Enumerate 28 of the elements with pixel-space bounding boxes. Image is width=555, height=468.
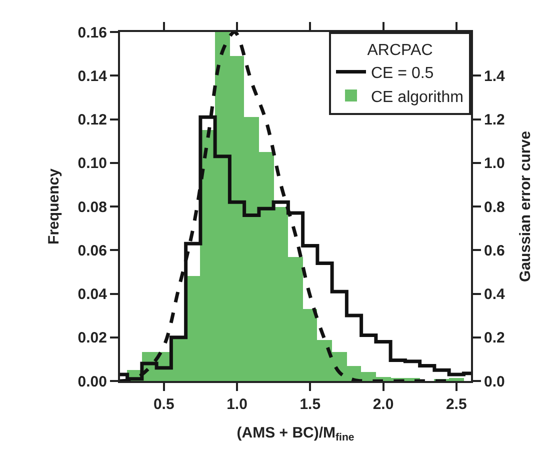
x-tick-label: 1.0: [226, 396, 248, 413]
y2-tick-label: 0.8: [484, 198, 505, 216]
y-tick-label: 0.14: [78, 68, 108, 85]
y-tick-label: 0.02: [78, 330, 107, 347]
y-tick-label: 0.12: [78, 112, 107, 128]
y2-tick-label: 0.2: [484, 330, 505, 347]
y-tick-label: 0.04: [78, 286, 108, 303]
y2-tick-label: 1.4: [484, 68, 506, 85]
y2-axis-title: Gaussian error curve: [517, 131, 534, 282]
y-tick-label: 0.10: [78, 155, 107, 172]
y2-tick-label: 1.0: [484, 155, 505, 172]
legend-label: CE = 0.5: [371, 64, 434, 82]
y2-tick-label: 0.4: [484, 286, 506, 303]
y-tick-label: 0.06: [78, 242, 107, 260]
y-tick-label: 0.16: [78, 24, 107, 42]
y-tick-label: 0.00: [78, 373, 107, 390]
y2-tick-label: 1.2: [484, 112, 505, 128]
legend-label: CE algorithm: [371, 88, 464, 106]
y2-tick-label: 0.0: [484, 373, 505, 390]
x-tick-label: 2.0: [372, 396, 394, 413]
y-tick-label: 0.08: [78, 198, 107, 216]
x-tick-label: 2.5: [446, 396, 467, 413]
x-tick-label: 0.5: [153, 396, 174, 413]
y2-tick-label: 0.6: [484, 242, 505, 260]
x-tick-label: 1.5: [300, 396, 321, 413]
x-axis-title: (AMS + BC)/M$_{fine}$: [236, 424, 354, 444]
y-axis-title: Frequency: [46, 168, 63, 244]
legend-title: ARCPAC: [367, 42, 433, 59]
